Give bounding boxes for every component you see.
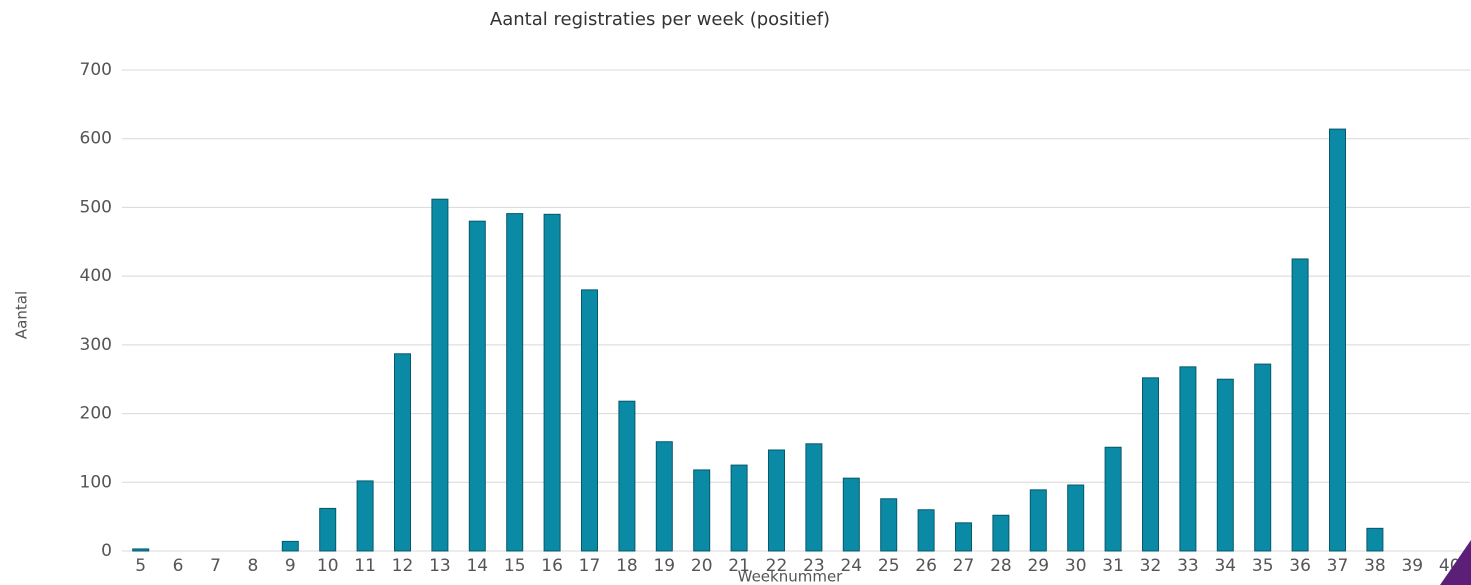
y-tick-label: 400 [80,266,112,286]
y-tick-label: 200 [80,404,112,424]
bar [1067,484,1085,552]
y-tick-label: 500 [80,197,112,217]
x-tick-label: 7 [210,556,221,576]
x-tick-label: 38 [1364,556,1386,576]
bar [655,441,673,552]
x-tick-label: 18 [616,556,638,576]
x-tick-label: 25 [878,556,900,576]
bar [281,540,299,552]
x-tick-label: 10 [317,556,339,576]
x-tick-label: 12 [392,556,414,576]
bar [842,477,860,552]
bar [394,353,411,552]
x-tick-label: 30 [1065,556,1087,576]
bar [618,400,636,552]
x-tick-label: 21 [728,556,750,576]
bar [468,220,486,552]
y-tick-label: 700 [80,60,112,80]
x-tick-label: 9 [285,556,296,576]
x-tick-label: 13 [429,556,451,576]
bar [1179,366,1197,552]
x-tick-label: 23 [803,556,825,576]
x-tick-label: 34 [1214,556,1236,576]
x-tick-label: 11 [354,556,376,576]
bar [132,548,150,552]
x-tick-label: 20 [691,556,713,576]
x-tick-label: 29 [1027,556,1049,576]
bar [917,509,935,552]
bar [1142,377,1159,552]
bar [356,480,374,552]
bar [992,514,1010,552]
bar [319,507,337,552]
y-tick-label: 0 [101,541,112,561]
bar [581,289,598,552]
bar [1029,489,1047,552]
x-tick-label: 31 [1102,556,1124,576]
x-axis-title: Weeknummer [738,568,844,585]
x-tick-label: 16 [541,556,563,576]
bar [543,213,561,552]
bar [693,469,711,552]
y-tick-label: 600 [80,129,112,149]
bar [880,498,898,552]
bar [1329,128,1346,552]
bar [1291,258,1309,552]
y-tick-label: 100 [80,472,112,492]
y-axis-title: Aantal [13,291,31,339]
x-tick-label: 15 [504,556,526,576]
bar [431,198,449,552]
y-tick-label: 300 [80,335,112,355]
x-tick-label: 17 [579,556,601,576]
bar [730,464,748,552]
bar [1216,378,1234,552]
x-tick-label: 36 [1289,556,1311,576]
x-tick-label: 37 [1327,556,1349,576]
x-tick-label: 26 [915,556,937,576]
corner-decoration [1440,540,1471,585]
x-tick-label: 39 [1401,556,1423,576]
x-tick-label: 33 [1177,556,1199,576]
bar [1366,527,1384,552]
bar [768,449,785,552]
bar [506,213,524,552]
x-tick-label: 5 [135,556,146,576]
chart-title: Aantal registraties per week (positief) [490,9,830,30]
x-tick-label: 32 [1140,556,1162,576]
x-tick-label: 27 [953,556,975,576]
bar [805,443,823,552]
bar [1254,363,1272,552]
x-tick-label: 14 [466,556,488,576]
x-tick-label: 8 [247,556,258,576]
x-tick-label: 19 [653,556,675,576]
x-tick-label: 35 [1252,556,1274,576]
bar [1104,446,1122,552]
bar [955,522,972,552]
x-tick-label: 28 [990,556,1012,576]
x-tick-label: 6 [173,556,184,576]
x-tick-label: 24 [840,556,862,576]
x-tick-label: 22 [766,556,788,576]
